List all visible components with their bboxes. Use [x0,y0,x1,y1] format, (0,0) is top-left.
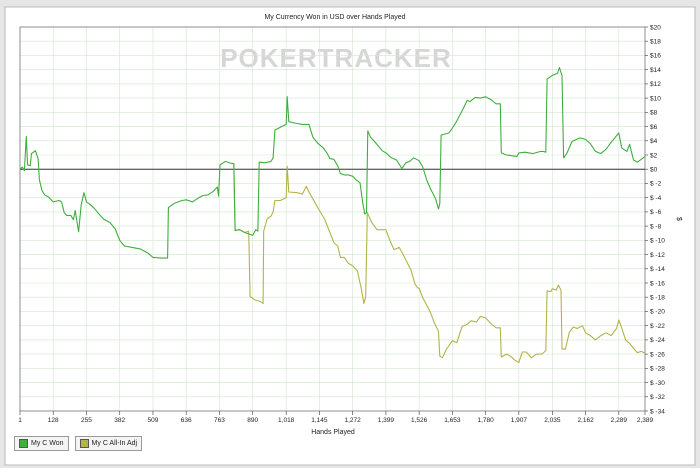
x-tick-label: 382 [114,417,125,424]
x-tick-label: 2,289 [611,417,628,424]
plot-area [19,26,646,412]
x-tick-label: 763 [214,417,225,424]
y-tick-label: $ -32 [650,394,665,401]
chart-title: My Currency Won in USD over Hands Played [264,14,405,21]
x-tick-label: 1,272 [345,417,362,424]
chart-panel [4,6,696,466]
legend-swatch-allin-adj [79,439,89,448]
y-axis-label: $ [675,217,682,221]
y-tick-label: $ -22 [650,323,665,330]
y-tick-label: $10 [650,95,661,102]
x-tick-label: 1,526 [411,417,428,424]
y-tick-label: $ -4 [650,195,662,202]
watermark-logo: POKERTRACKER [220,43,452,73]
legend-label-allin-adj: My C All-In Adj [91,440,138,447]
y-tick-label: $ -30 [650,380,665,387]
legend-item-won[interactable]: My C Won [14,436,69,451]
y-tick-label: $ -16 [650,280,665,287]
y-tick-label: $4 [650,138,658,145]
x-tick-label: 2,162 [577,417,594,424]
y-tick-label: $ -34 [650,408,665,415]
y-tick-label: $0 [650,167,658,174]
y-tick-label: $ -20 [650,309,665,316]
y-tick-label: $18 [650,39,661,46]
y-tick-label: $8 [650,110,658,117]
y-tick-label: $ -24 [650,337,665,344]
x-tick-label: 1 [18,417,22,424]
x-tick-label: 2,389 [637,417,654,424]
x-tick-label: 509 [148,417,159,424]
x-tick-label: 1,018 [278,417,295,424]
x-tick-label: 1,780 [477,417,494,424]
x-tick-label: 128 [48,417,59,424]
y-tick-label: $ -2 [650,181,662,188]
y-tick-label: $20 [650,24,661,31]
y-tick-label: $ -28 [650,366,665,373]
legend-swatch-won [19,439,28,448]
x-tick-label: 1,653 [444,417,461,424]
legend-label-won: My C Won [31,440,64,447]
y-tick-label: $ -6 [650,209,662,216]
x-tick-label: 636 [181,417,192,424]
x-axis-ticks: 1 128 255 382 509 636 763 890 1,018 1,145 1,272 1,3… [18,411,654,424]
x-tick-label: 1,907 [511,417,528,424]
y-tick-label: $ -12 [650,252,665,259]
legend-item-allin-adj[interactable]: My C All-In Adj [74,436,143,451]
x-tick-label: 2,035 [544,417,561,424]
y-tick-label: $ -26 [650,351,665,358]
y-tick-label: $6 [650,124,658,131]
x-tick-label: 1,145 [311,417,328,424]
series-line-won [19,66,646,259]
y-tick-label: $ -18 [650,295,665,302]
x-tick-label: 890 [247,417,258,424]
x-axis-label: Hands Played [311,429,355,436]
y-tick-label: $16 [650,53,661,60]
y-axis-ticks: $20 $18 $16 $14 $12 $10 $8 $6 $4 $2 $0 $ -2 $ -4 $ -6… [645,24,665,415]
legend: My C Won My C All-In Adj [14,436,143,454]
y-tick-label: $14 [650,67,661,74]
x-tick-label: 255 [81,417,92,424]
y-tick-label: $2 [650,152,658,159]
series-layer [19,66,646,364]
y-tick-label: $ -10 [650,238,665,245]
x-tick-label: 1,399 [378,417,395,424]
y-tick-label: $ -14 [650,266,665,273]
series-line-allin-adj [233,163,646,364]
y-tick-label: $12 [650,81,661,88]
y-tick-label: $ -8 [650,223,662,230]
